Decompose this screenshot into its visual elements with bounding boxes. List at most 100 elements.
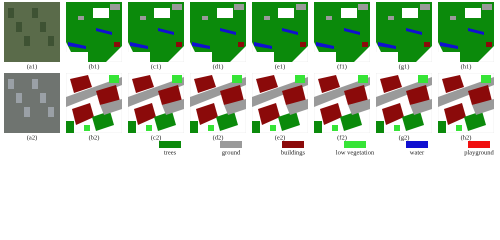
legend-swatch <box>220 141 242 148</box>
region <box>84 125 90 131</box>
region <box>190 52 212 62</box>
region <box>320 103 342 125</box>
region <box>332 125 338 131</box>
region <box>224 99 246 115</box>
region <box>162 99 184 115</box>
panel <box>66 2 122 62</box>
region <box>264 16 270 20</box>
region <box>78 16 84 20</box>
region <box>270 125 276 131</box>
legend-label: trees <box>164 149 177 156</box>
panel-label: (e1) <box>275 63 285 70</box>
region <box>296 4 306 10</box>
region <box>450 16 456 20</box>
region <box>232 75 242 83</box>
region <box>318 75 340 93</box>
region <box>93 8 109 18</box>
panel <box>314 2 370 62</box>
region <box>252 121 260 133</box>
legend-swatch <box>406 141 428 148</box>
region <box>486 42 492 47</box>
region <box>252 52 274 62</box>
region <box>208 125 214 131</box>
region <box>402 8 418 18</box>
region <box>440 42 458 49</box>
region <box>216 111 238 131</box>
region <box>376 121 384 133</box>
region <box>234 4 244 10</box>
region <box>376 77 432 107</box>
legend-swatch <box>282 141 304 148</box>
photo-detail <box>32 8 38 18</box>
region <box>220 28 236 35</box>
region <box>220 85 244 105</box>
region <box>110 4 120 10</box>
panel <box>190 73 246 133</box>
region <box>464 111 486 131</box>
region <box>134 103 156 125</box>
region <box>154 111 176 131</box>
panel <box>314 73 370 133</box>
region <box>146 125 152 131</box>
region <box>158 28 174 35</box>
region <box>348 99 370 115</box>
region <box>410 99 432 115</box>
region <box>66 121 74 133</box>
panel-label: (e2) <box>275 134 285 141</box>
panel-label: (g2) <box>399 134 410 141</box>
region <box>468 85 492 105</box>
region <box>128 77 184 107</box>
photo-detail <box>48 107 54 117</box>
photo-detail <box>48 36 54 46</box>
region <box>295 75 305 83</box>
region <box>190 77 246 107</box>
panel-label: (h1) <box>461 63 472 70</box>
region <box>252 77 308 107</box>
region <box>314 121 322 133</box>
panel <box>438 2 494 62</box>
region <box>380 75 402 93</box>
region <box>217 8 233 18</box>
region <box>442 75 464 93</box>
region <box>358 4 368 10</box>
legend-label: buildings <box>281 149 306 156</box>
region <box>158 85 182 105</box>
region <box>278 111 300 131</box>
panel-label: (c1) <box>151 63 161 70</box>
region <box>66 77 122 107</box>
region <box>109 75 119 83</box>
figure: (a1) (b1) (c1) (d1) (e1) (f1) (g1) (h1) (a2) (b2)… <box>4 2 495 156</box>
region <box>406 28 422 35</box>
region <box>190 121 198 133</box>
photo-detail <box>24 107 30 117</box>
region <box>70 75 92 93</box>
region <box>438 52 460 62</box>
panel-label: (g1) <box>399 63 410 70</box>
region <box>140 16 146 20</box>
legend-swatch <box>344 141 366 148</box>
region <box>66 52 88 62</box>
region <box>132 75 154 93</box>
panel <box>438 73 494 133</box>
panel-label: (f1) <box>337 63 347 70</box>
region <box>92 111 114 131</box>
region <box>72 103 94 125</box>
photo-detail <box>16 93 22 103</box>
region <box>172 4 182 10</box>
region <box>128 121 136 133</box>
region <box>482 4 492 10</box>
panel <box>376 2 432 62</box>
region <box>388 16 394 20</box>
region <box>362 42 368 47</box>
panel <box>190 2 246 62</box>
photo-detail <box>8 8 14 18</box>
legend-swatch <box>468 141 490 148</box>
panel-label: (b1) <box>89 63 100 70</box>
region <box>286 99 308 115</box>
legend-swatch <box>159 141 181 148</box>
region <box>258 103 280 125</box>
legend-label: low vegetation <box>336 149 375 156</box>
panel-label: (a1) <box>27 63 37 70</box>
region <box>468 28 484 35</box>
region <box>176 42 182 47</box>
